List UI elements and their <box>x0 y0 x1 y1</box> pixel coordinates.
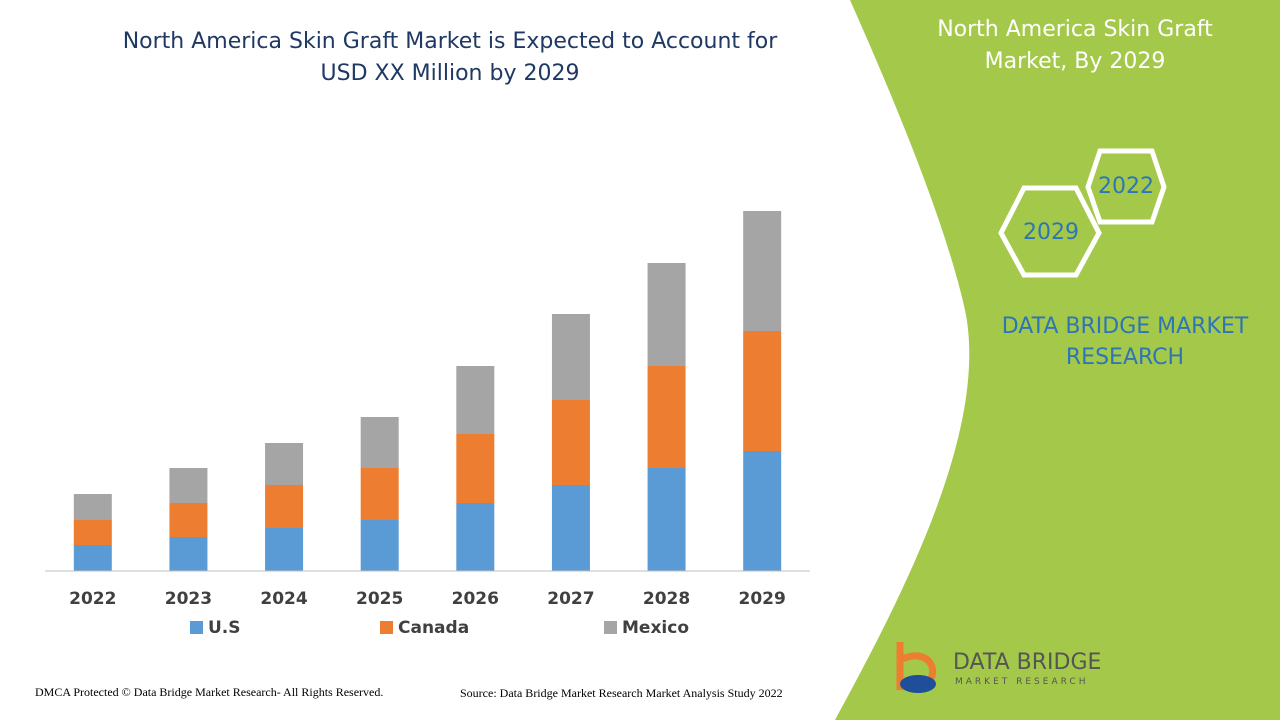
logo-mark <box>900 675 936 693</box>
x-tick-label: 2022 <box>69 589 116 609</box>
hex-label: 2029 <box>1023 220 1079 245</box>
legend-swatch <box>604 621 617 634</box>
footer-left: DMCA Protected © Data Bridge Market Rese… <box>35 685 384 699</box>
legend-label: U.S <box>208 618 241 638</box>
x-tick-label: 2024 <box>260 589 307 609</box>
chart-title: North America Skin Graft Market is Expec… <box>122 29 778 86</box>
x-tick-label: 2028 <box>643 589 690 609</box>
x-tick-label: 2026 <box>452 589 499 609</box>
bar-segment <box>456 366 495 434</box>
bar-segment <box>456 503 495 571</box>
bar-segment <box>647 366 686 468</box>
legend-label: Canada <box>398 618 469 638</box>
bar-segment <box>73 520 112 545</box>
bar-segment <box>169 537 208 571</box>
bar-segment <box>73 545 112 571</box>
bar-segment <box>360 520 399 571</box>
bar-segment <box>551 400 590 485</box>
hex-label: 2022 <box>1098 174 1154 199</box>
x-tick-label: 2025 <box>356 589 403 609</box>
x-tick-label: 2023 <box>165 589 212 609</box>
bar-segment <box>456 434 495 503</box>
legend-swatch <box>190 621 203 634</box>
bar-segment <box>169 503 208 537</box>
bar-segment <box>265 528 304 571</box>
bar-segment <box>743 451 782 571</box>
hexagon <box>998 185 1102 278</box>
bar-segment <box>551 314 590 400</box>
legend-swatch <box>380 621 393 634</box>
hexagon <box>1085 148 1167 225</box>
x-tick-label: 2027 <box>547 589 594 609</box>
footer-right: Source: Data Bridge Market Research Mark… <box>460 686 783 700</box>
bar-segment <box>169 468 208 503</box>
legend-label: Mexico <box>622 618 689 638</box>
bar-segment <box>743 331 782 451</box>
bar-segment <box>647 263 686 366</box>
chart: 2022 2023 2024 2025 2026 2027 2028 2029 U.S Canad… <box>45 211 810 638</box>
bar-segment <box>73 494 112 520</box>
bar-segment <box>551 485 590 571</box>
bar-segment <box>265 485 304 528</box>
bar-segment <box>360 468 399 520</box>
panel-brand: DATA BRIDGE MARKET RESEARCH <box>1001 314 1249 370</box>
green-panel <box>835 0 1280 720</box>
x-tick-label: 2029 <box>739 589 786 609</box>
panel-title: North America Skin Graft Market, By 2029 <box>937 17 1213 74</box>
bar-segment <box>360 417 399 468</box>
bar-segment <box>743 211 782 331</box>
bar-segment <box>265 443 304 485</box>
bar-segment <box>647 468 686 571</box>
logo-tagline: MARKET RESEARCH <box>955 677 1089 687</box>
logo-name: DATA BRIDGE <box>953 650 1102 675</box>
